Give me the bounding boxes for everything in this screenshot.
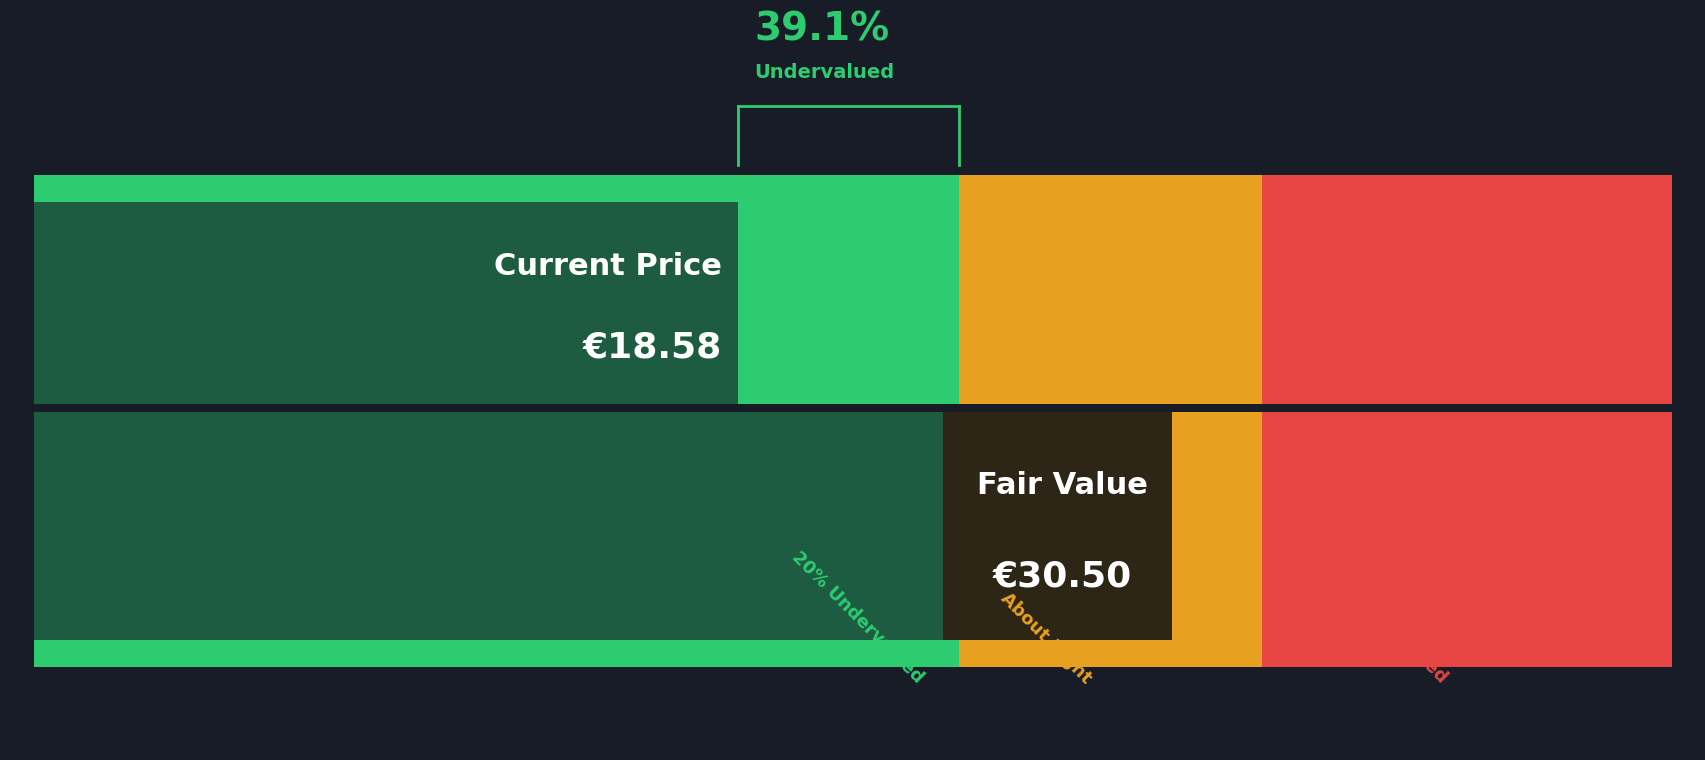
Text: About Right: About Right bbox=[996, 589, 1095, 687]
Bar bbox=[958, 175, 1262, 202]
Bar bbox=[958, 640, 1262, 667]
Bar bbox=[34, 202, 958, 404]
Text: €30.50: €30.50 bbox=[992, 559, 1130, 593]
Bar bbox=[1262, 412, 1671, 640]
Bar bbox=[460, 202, 738, 404]
Text: 20% Undervalued: 20% Undervalued bbox=[788, 548, 926, 687]
Bar bbox=[34, 404, 1671, 412]
Text: Undervalued: Undervalued bbox=[754, 63, 895, 82]
Text: Fair Value: Fair Value bbox=[977, 470, 1147, 499]
Bar bbox=[34, 404, 958, 412]
Bar bbox=[34, 202, 738, 404]
Text: 39.1%: 39.1% bbox=[754, 10, 890, 49]
Bar bbox=[34, 412, 958, 640]
Bar bbox=[34, 412, 958, 640]
Text: 20% Overvalued: 20% Overvalued bbox=[1320, 557, 1449, 687]
Bar bbox=[34, 175, 958, 202]
Bar bbox=[958, 412, 1262, 640]
Bar bbox=[943, 412, 1171, 640]
Text: €18.58: €18.58 bbox=[583, 331, 721, 365]
Bar bbox=[958, 202, 1262, 404]
Bar bbox=[958, 404, 1262, 412]
Bar bbox=[1262, 202, 1671, 404]
Bar bbox=[1262, 175, 1671, 202]
Bar bbox=[1262, 640, 1671, 667]
Bar bbox=[34, 640, 958, 667]
Text: Current Price: Current Price bbox=[494, 252, 721, 281]
Bar bbox=[1262, 404, 1671, 412]
